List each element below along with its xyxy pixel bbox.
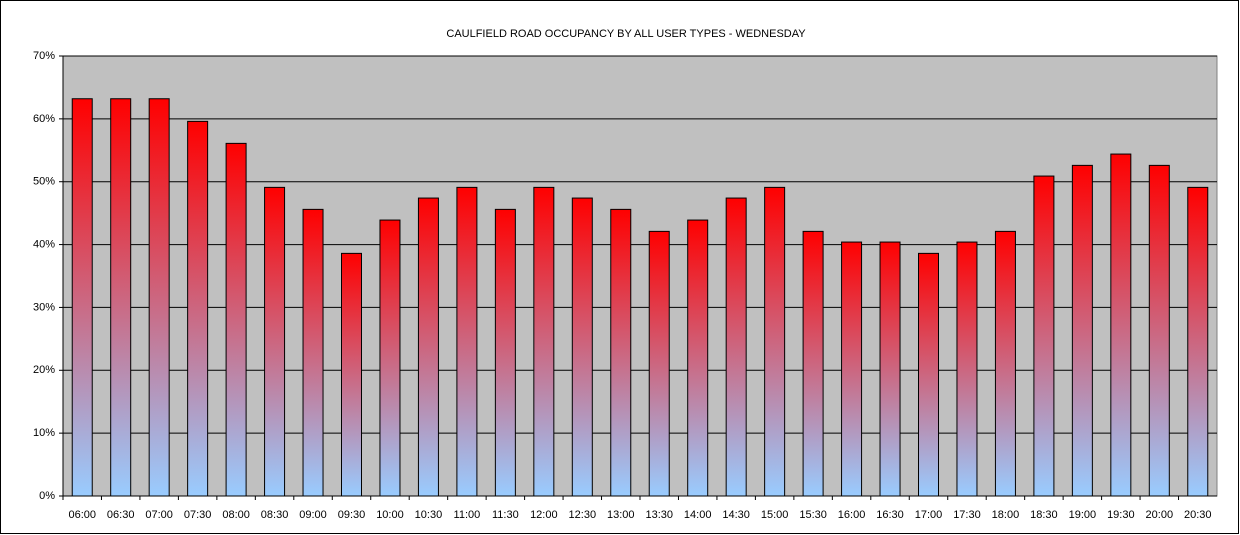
x-tick-label: 20:30 [1184, 509, 1212, 521]
bar [764, 186, 786, 497]
x-tick-label: 15:30 [799, 509, 827, 521]
bar [187, 120, 209, 497]
bar [917, 252, 940, 497]
x-tick-label: 07:30 [184, 509, 212, 521]
x-tick-label: 14:00 [684, 509, 712, 521]
x-tick-label: 09:30 [338, 509, 366, 521]
x-tick-label: 12:00 [530, 509, 558, 521]
y-tick-label: 20% [33, 364, 55, 376]
y-tick-label: 70% [33, 50, 55, 62]
bar [494, 208, 516, 497]
y-tick-label: 40% [33, 238, 55, 250]
bar [71, 98, 93, 497]
x-tick-label: 17:30 [953, 509, 981, 521]
x-tick-label: 12:30 [569, 509, 597, 521]
x-tick-label: 11:00 [454, 509, 481, 521]
x-tick-label: 13:30 [645, 509, 673, 521]
plot-area [62, 55, 1218, 497]
bar [1110, 153, 1132, 497]
bar [1187, 186, 1209, 497]
bar [148, 98, 170, 497]
x-tick-label: 11:30 [492, 509, 519, 521]
bar [571, 197, 593, 497]
bar [841, 241, 863, 497]
bar [110, 98, 132, 497]
bar [879, 241, 901, 497]
bar [1033, 175, 1055, 497]
x-tick-label: 07:00 [145, 509, 173, 521]
x-tick-label: 08:00 [222, 509, 250, 521]
x-tick-label: 18:00 [992, 509, 1020, 521]
bar [648, 230, 670, 497]
x-tick-label: 18:30 [1030, 509, 1058, 521]
x-tick-label: 14:30 [722, 509, 750, 521]
x-tick-label: 16:30 [876, 509, 904, 521]
bar [379, 219, 401, 497]
x-tick-label: 10:00 [376, 509, 404, 521]
x-tick-label: 06:00 [68, 509, 96, 521]
bar [725, 197, 747, 497]
bar [956, 241, 978, 497]
x-tick-label: 10:30 [415, 509, 443, 521]
x-tick-label: 08:30 [261, 509, 289, 521]
y-tick-label: 10% [33, 427, 55, 439]
bar [417, 197, 439, 497]
x-tick-label: 09:00 [299, 509, 327, 521]
x-tick-label: 15:00 [761, 509, 789, 521]
bar [1071, 164, 1093, 497]
bar [340, 252, 363, 497]
x-tick-label: 17:00 [915, 509, 943, 521]
x-tick-label: 19:30 [1107, 509, 1135, 521]
x-tick-label: 19:00 [1069, 509, 1097, 521]
bar [610, 208, 632, 497]
y-tick-label: 30% [33, 301, 55, 313]
bar [456, 186, 478, 497]
y-tick-label: 50% [33, 176, 55, 188]
bar [687, 219, 709, 497]
chart-title: CAULFIELD ROAD OCCUPANCY BY ALL USER TYP… [446, 28, 806, 40]
x-tick-label: 20:00 [1146, 509, 1174, 521]
bar [1148, 164, 1170, 497]
y-tick-label: 0% [39, 490, 55, 502]
x-tick-label: 16:00 [838, 509, 866, 521]
bar [994, 230, 1016, 497]
bar [533, 186, 555, 497]
y-tick-label: 60% [33, 113, 55, 125]
bar [225, 142, 247, 497]
x-tick-label: 13:00 [607, 509, 635, 521]
x-tick-label: 06:30 [107, 509, 135, 521]
bar [264, 186, 286, 497]
bar [302, 208, 324, 497]
bar [802, 230, 824, 497]
